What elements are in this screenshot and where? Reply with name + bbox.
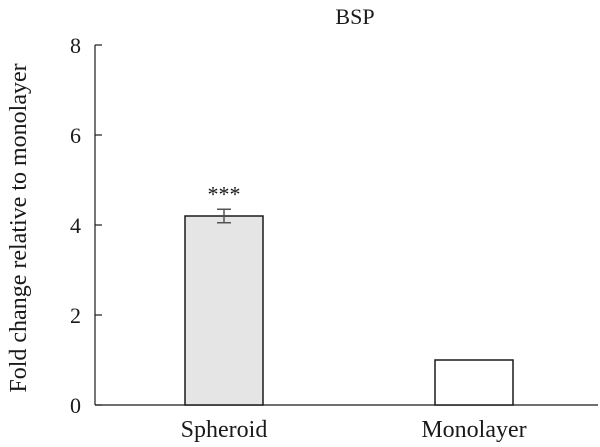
y-axis-label: Fold change relative to monolayer xyxy=(6,63,32,392)
plot-area: 0 2 4 6 8 *** Spheroid Monolayer xyxy=(70,33,598,443)
y-tick-label-8: 8 xyxy=(70,33,81,58)
x-tick-label-monolayer: Monolayer xyxy=(421,417,526,443)
y-tick-label-4: 4 xyxy=(70,213,81,238)
y-tick-label-2: 2 xyxy=(70,303,81,328)
significance-label: *** xyxy=(208,181,241,206)
x-tick-label-spheroid: Spheroid xyxy=(181,417,268,443)
bar-spheroid xyxy=(184,215,264,406)
y-tick-label-0: 0 xyxy=(70,393,81,418)
bar-monolayer xyxy=(434,359,514,406)
y-tick-label-6: 6 xyxy=(70,123,81,148)
chart-title: BSP xyxy=(335,4,374,29)
